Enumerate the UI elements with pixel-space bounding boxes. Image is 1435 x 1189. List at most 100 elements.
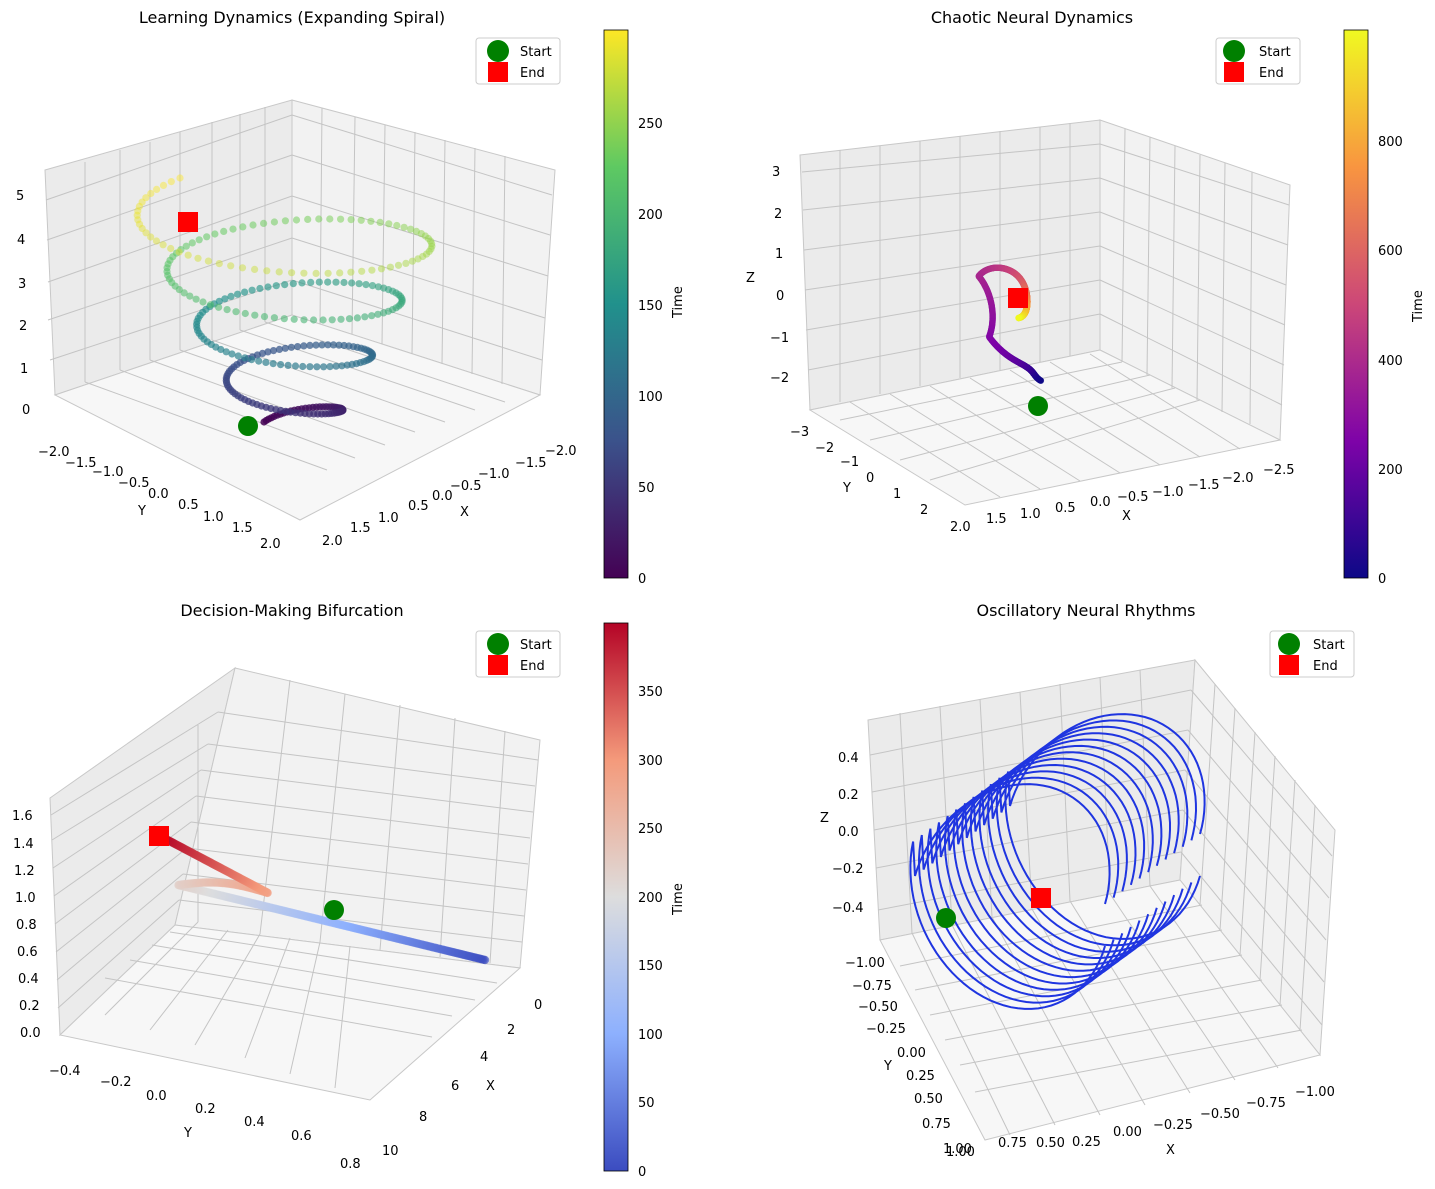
data-point (192, 295, 200, 303)
svg-text:−0.5: −0.5 (450, 479, 482, 494)
svg-text:−2.5: −2.5 (1263, 463, 1295, 478)
svg-text:−1: −1 (840, 455, 859, 470)
data-point (238, 264, 247, 272)
svg-text:50: 50 (638, 1096, 655, 1111)
svg-text:2.0: 2.0 (322, 534, 343, 549)
data-point (262, 358, 270, 366)
legend: Start End (475, 630, 561, 678)
colorbar: 0 50 100 150 200 250 Time (603, 29, 686, 587)
data-point (400, 223, 408, 231)
data-point (215, 260, 223, 268)
data-point (374, 310, 382, 318)
trajectory-loop (926, 770, 1128, 998)
data-point (260, 313, 269, 321)
data-point (222, 348, 230, 356)
svg-text:0.50: 0.50 (914, 1092, 943, 1107)
x-ticks: −1.00 −0.75 −0.50 −0.25 0.00 0.25 0.50 0… (946, 1085, 1335, 1160)
data-point (367, 217, 375, 225)
data-point (177, 246, 185, 254)
y-axis-label: Y (183, 1126, 192, 1141)
data-point (306, 341, 314, 349)
colorbar: 0 200 400 600 800 Time (1343, 29, 1426, 587)
svg-text:0.00: 0.00 (1113, 1125, 1142, 1140)
colorbar-gradient (604, 623, 628, 1171)
data-point (255, 357, 263, 365)
data-point (188, 239, 196, 247)
data-point (288, 269, 296, 277)
data-point (275, 345, 283, 353)
legend-end-label: End (1313, 659, 1338, 674)
data-point (241, 309, 249, 318)
svg-text:4: 4 (480, 1050, 488, 1065)
data-point (272, 282, 280, 290)
data-point (386, 263, 394, 271)
panel-decision-bifurcation: Decision-Making Bifurcation 0 2 4 (12, 601, 686, 1180)
data-point (332, 362, 340, 370)
data-point (300, 269, 308, 277)
svg-text:0: 0 (534, 998, 542, 1013)
data-point (304, 215, 312, 223)
data-point (336, 269, 344, 277)
svg-text:−0.5: −0.5 (1117, 490, 1149, 505)
svg-text:−2: −2 (770, 371, 789, 386)
svg-text:−1.5: −1.5 (1188, 478, 1220, 493)
data-point (223, 306, 231, 314)
data-point (300, 342, 308, 350)
svg-text:150: 150 (638, 299, 663, 314)
data-point (277, 361, 285, 369)
data-point (284, 361, 292, 369)
svg-text:−0.50: −0.50 (1200, 1107, 1240, 1122)
svg-text:0.0: 0.0 (1090, 495, 1111, 510)
data-point (176, 174, 184, 182)
data-point (186, 292, 194, 300)
data-point (368, 266, 376, 274)
data-point (402, 259, 410, 267)
data-point (260, 219, 268, 227)
svg-text:0.75: 0.75 (998, 1136, 1027, 1151)
data-point (194, 254, 202, 262)
y-ticks: −0.4 −0.2 0.0 0.2 0.4 0.6 0.8 Y (49, 1064, 361, 1172)
data-point (215, 297, 223, 305)
svg-text:600: 600 (1378, 244, 1403, 259)
svg-text:−2.0: −2.0 (545, 444, 577, 459)
legend-end-marker (1279, 655, 1299, 675)
svg-text:100: 100 (638, 390, 663, 405)
svg-text:0.25: 0.25 (1072, 1135, 1101, 1150)
svg-text:−0.2: −0.2 (832, 862, 864, 877)
panel-chaotic-dynamics: Chaotic Neural Dynamics −2.5 (746, 8, 1426, 587)
svg-text:0.2: 0.2 (838, 788, 859, 803)
data-point (249, 221, 257, 229)
data-point (414, 255, 422, 263)
svg-text:2.0: 2.0 (260, 537, 281, 552)
data-points (975, 264, 1045, 384)
colorbar-label: Time (671, 286, 686, 319)
z-ticks: −2 −1 0 1 2 3 Z (746, 165, 789, 386)
data-point (407, 225, 415, 233)
svg-text:5: 5 (16, 189, 24, 204)
svg-text:0.2: 0.2 (195, 1102, 216, 1117)
trajectory-loop (978, 732, 1180, 959)
data-point (312, 341, 320, 349)
legend: Start End (1269, 630, 1355, 678)
data-point (353, 314, 361, 322)
svg-text:−0.5: −0.5 (118, 476, 150, 491)
svg-text:50: 50 (638, 481, 655, 496)
trajectory-loop (969, 738, 1171, 966)
svg-text:300: 300 (638, 754, 663, 769)
svg-text:1.2: 1.2 (14, 864, 35, 879)
data-points (133, 174, 436, 426)
start-marker (324, 900, 344, 920)
data-point (324, 269, 332, 277)
end-marker (1031, 888, 1051, 908)
data-point (280, 315, 288, 323)
svg-text:0.75: 0.75 (922, 1117, 951, 1132)
legend-end-label: End (1259, 66, 1284, 81)
svg-text:1.5: 1.5 (986, 512, 1007, 527)
svg-text:1.5: 1.5 (350, 521, 371, 536)
data-point (215, 303, 223, 311)
colorbar-label: Time (671, 883, 686, 916)
svg-text:−1.00: −1.00 (845, 956, 885, 971)
data-point (228, 350, 236, 358)
svg-text:1.00: 1.00 (946, 1145, 975, 1160)
data-point (175, 248, 183, 256)
